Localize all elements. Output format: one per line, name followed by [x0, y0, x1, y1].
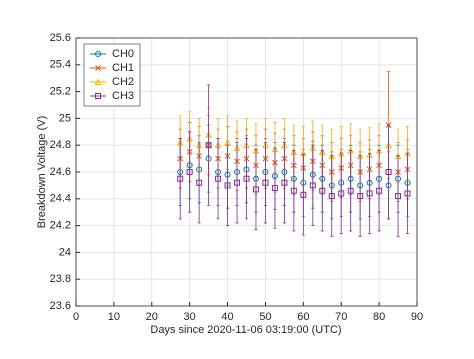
data-point [196, 179, 203, 186]
error-bar [387, 124, 391, 220]
data-point [338, 190, 345, 197]
data-point [347, 187, 354, 194]
y-tick-label: 24.4 [50, 193, 71, 205]
data-point [290, 187, 297, 194]
data-point [186, 169, 193, 175]
error-bar [254, 148, 258, 231]
error-bar [368, 152, 372, 235]
y-tick-label: 24.8 [50, 139, 71, 151]
data-point [234, 179, 241, 186]
data-point [252, 186, 259, 193]
y-tick-label: 24.2 [50, 220, 71, 232]
x-tick-label: 90 [411, 311, 423, 323]
data-point [215, 175, 222, 182]
x-tick-label: 50 [259, 311, 271, 323]
y-tick-label: 23.8 [50, 273, 71, 285]
error-bar [188, 131, 192, 213]
data-point [376, 187, 383, 194]
error-bar [216, 138, 220, 220]
y-tick-label: 25.6 [50, 32, 71, 44]
error-bar [178, 138, 182, 220]
data-point [319, 187, 326, 194]
error-bar [273, 147, 277, 229]
y-axis-label: Breakdown Voltage (V) [36, 116, 48, 229]
error-bar [235, 142, 239, 224]
y-tick-label: 25.4 [50, 59, 71, 71]
data-point [357, 193, 364, 200]
data-point [309, 182, 316, 189]
legend-label: CH1 [112, 62, 134, 74]
x-tick-label: 30 [184, 311, 196, 323]
legend-label: CH0 [112, 48, 134, 60]
error-bar [406, 152, 410, 235]
data-point [262, 179, 269, 186]
legend-marker [95, 51, 101, 57]
x-tick-label: 0 [73, 311, 79, 323]
data-point [281, 179, 288, 186]
data-point [300, 191, 307, 198]
x-tick-label: 80 [373, 311, 385, 323]
legend-label: CH2 [112, 76, 134, 88]
y-tick-label: 25.2 [50, 86, 71, 98]
error-bar [396, 155, 400, 237]
x-tick-label: 20 [146, 311, 158, 323]
data-point [366, 190, 373, 197]
legend-marker [94, 78, 102, 85]
plot-frame [75, 37, 418, 307]
data-point [205, 142, 212, 149]
y-tick-label: 24 [59, 246, 71, 258]
data-point [328, 193, 335, 200]
x-axis-label: Days since 2020-11-06 03:19:00 (UTC) [150, 324, 341, 336]
x-tick-label: 10 [108, 311, 120, 323]
data-point [224, 182, 231, 189]
error-bar [349, 150, 353, 232]
data-point [385, 169, 392, 175]
y-tick-label: 24.6 [50, 166, 71, 178]
x-tick-label: 40 [221, 311, 233, 323]
error-bar [282, 142, 286, 224]
data-point [243, 175, 250, 182]
error-bar [311, 144, 315, 226]
legend-marker [95, 93, 101, 99]
error-bar [245, 138, 248, 220]
x-tick-label: 70 [335, 311, 347, 323]
error-bar [330, 155, 334, 237]
y-tick-label: 25 [59, 112, 71, 124]
data-point [177, 175, 184, 182]
error-bar [377, 150, 381, 232]
data-point [271, 185, 278, 192]
error-bar [358, 155, 362, 237]
legend-marker [95, 65, 101, 71]
x-tick-label: 60 [297, 311, 309, 323]
error-bar [301, 154, 305, 236]
error-bar [320, 150, 324, 232]
error-bar [263, 142, 267, 224]
error-bar [207, 84, 211, 206]
data-point [395, 193, 402, 200]
error-bar [292, 150, 296, 232]
error-bar [197, 142, 201, 224]
legend-label: CH3 [112, 90, 134, 102]
data-point [404, 190, 411, 197]
error-bar [339, 152, 343, 235]
y-tick-label: 23.6 [50, 300, 71, 312]
error-bar [226, 144, 230, 226]
